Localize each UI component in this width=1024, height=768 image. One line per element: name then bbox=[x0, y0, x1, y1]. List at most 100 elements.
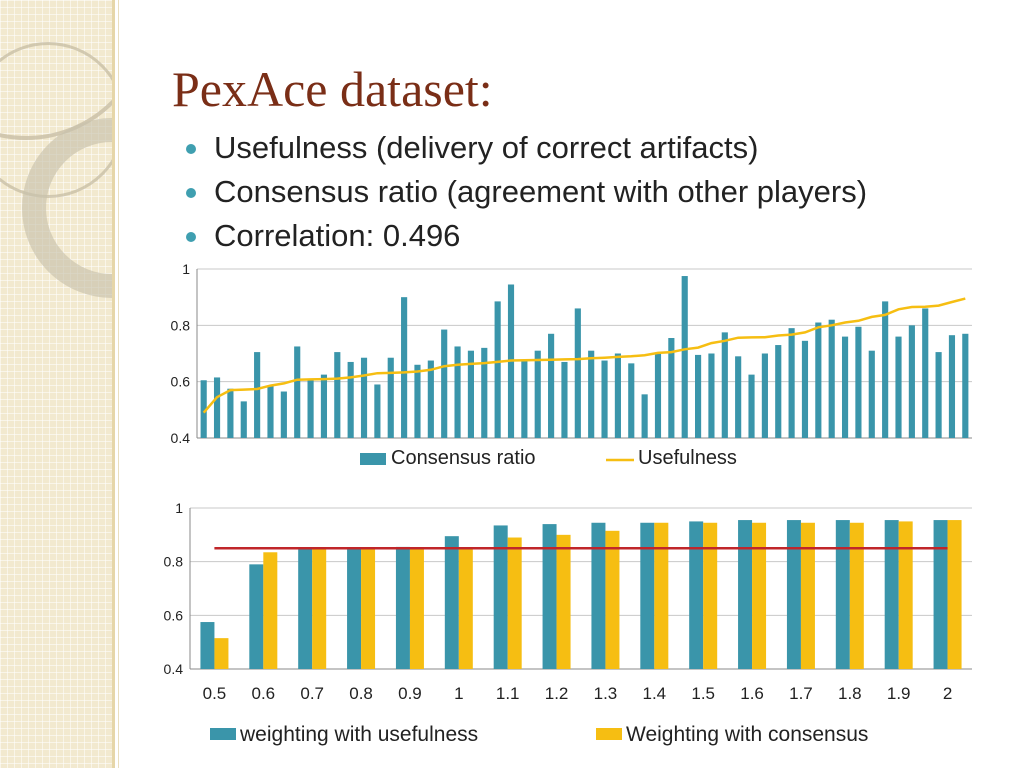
consensus-bar bbox=[267, 385, 274, 438]
bullet-dot-icon bbox=[186, 232, 196, 242]
consensus-bar bbox=[962, 333, 969, 438]
consensus-bar bbox=[254, 352, 261, 438]
consensus-bar bbox=[307, 380, 314, 438]
consensus-weight-bar bbox=[409, 548, 424, 669]
bullet-dot-icon bbox=[186, 144, 196, 154]
x-tick-label: 1 bbox=[454, 684, 463, 703]
bullet-list: Usefulness (delivery of correct artifact… bbox=[182, 128, 867, 260]
consensus-weight-bar bbox=[556, 534, 571, 669]
consensus-weight-bar bbox=[214, 638, 229, 669]
consensus-bar bbox=[841, 336, 849, 438]
consensus-bar bbox=[695, 354, 702, 438]
consensus-weight-bar bbox=[752, 522, 767, 669]
consensus-bar bbox=[588, 350, 595, 438]
consensus-usefulness-chart: 0.4 0.6 0.8 1 Consensus ratio Usefulness bbox=[171, 261, 972, 469]
x-tick-label: 0.5 bbox=[203, 684, 227, 703]
consensus-bar bbox=[374, 384, 381, 438]
consensus-bar bbox=[708, 353, 715, 438]
x-tick-label: 0.7 bbox=[300, 684, 324, 703]
consensus-bar bbox=[735, 356, 742, 438]
consensus-bar bbox=[801, 340, 809, 438]
consensus-bar bbox=[614, 353, 621, 438]
consensus-weight-bar bbox=[312, 548, 327, 669]
consensus-bar bbox=[761, 353, 768, 438]
y-tick-label: 0.6 bbox=[171, 374, 191, 390]
bullet-dot-icon bbox=[186, 188, 196, 198]
consensus-weight-bar bbox=[654, 522, 669, 669]
consensus-bar bbox=[935, 352, 942, 438]
y-tick-label: 0.6 bbox=[164, 607, 184, 623]
consensus-bar bbox=[908, 325, 915, 438]
consensus-bar bbox=[882, 301, 889, 438]
x-tick-label: 0.6 bbox=[251, 684, 275, 703]
usefulness-weight-bar bbox=[835, 520, 850, 669]
consensus-bar bbox=[534, 350, 541, 438]
consensus-bar bbox=[334, 352, 341, 438]
legend-label: Weighting with consensus bbox=[626, 723, 868, 746]
consensus-bar bbox=[427, 360, 434, 438]
slide-title: PexAce dataset: bbox=[172, 61, 493, 117]
x-tick-label: 0.9 bbox=[398, 684, 422, 703]
bullet-text: Usefulness (delivery of correct artifact… bbox=[214, 130, 759, 165]
legend-label: Usefulness bbox=[638, 447, 737, 469]
consensus-bar bbox=[828, 319, 835, 438]
usefulness-weight-bar bbox=[933, 520, 948, 669]
consensus-weight-bar bbox=[947, 520, 962, 669]
y-tick-label: 0.4 bbox=[171, 430, 191, 446]
legend-label: weighting with usefulness bbox=[239, 723, 478, 746]
x-tick-label: 1.8 bbox=[838, 684, 862, 703]
usefulness-weight-bar bbox=[786, 520, 801, 669]
consensus-bar bbox=[401, 297, 408, 438]
bullet-text: Correlation: 0.496 bbox=[214, 218, 461, 253]
consensus-bar bbox=[467, 350, 474, 438]
y-tick-label: 1 bbox=[175, 500, 183, 516]
consensus-bar bbox=[574, 308, 581, 438]
consensus-bar bbox=[815, 322, 822, 438]
consensus-weight-bar bbox=[800, 522, 815, 669]
sidebar-divider bbox=[112, 0, 115, 768]
consensus-bar bbox=[227, 388, 234, 438]
consensus-weight-bar bbox=[361, 548, 376, 669]
consensus-bar bbox=[895, 336, 902, 438]
consensus-bar bbox=[454, 346, 461, 438]
usefulness-weight-bar bbox=[591, 522, 606, 669]
y-tick-label: 0.8 bbox=[164, 554, 184, 570]
usefulness-weight-bar bbox=[689, 521, 704, 669]
usefulness-weight-bar bbox=[200, 622, 215, 669]
x-tick-label: 1.5 bbox=[691, 684, 715, 703]
consensus-bar bbox=[775, 345, 782, 438]
usefulness-weight-bar bbox=[493, 525, 508, 669]
bullet-item: Usefulness (delivery of correct artifact… bbox=[182, 128, 867, 172]
usefulness-weight-bar bbox=[347, 548, 362, 669]
x-tick-label: 2 bbox=[943, 684, 952, 703]
consensus-bar bbox=[654, 353, 662, 438]
consensus-bar bbox=[721, 332, 728, 438]
x-tick-label: 1.9 bbox=[887, 684, 911, 703]
usefulness-weight-bar bbox=[738, 520, 753, 669]
y-tick-label: 0.4 bbox=[164, 661, 184, 677]
legend-swatch bbox=[210, 728, 236, 740]
y-tick-label: 1 bbox=[182, 261, 190, 277]
consensus-bar bbox=[414, 364, 421, 438]
consensus-weight-bar bbox=[605, 530, 620, 669]
consensus-bar bbox=[240, 401, 247, 438]
consensus-weight-bar bbox=[263, 552, 278, 669]
usefulness-line bbox=[202, 297, 966, 414]
consensus-bar bbox=[320, 374, 328, 438]
usefulness-weight-bar bbox=[640, 522, 655, 669]
consensus-bar bbox=[681, 276, 688, 438]
consensus-bar bbox=[360, 357, 368, 438]
x-tick-label: 1.3 bbox=[594, 684, 618, 703]
bullet-item: Consensus ratio (agreement with other pl… bbox=[182, 172, 867, 216]
consensus-bar bbox=[922, 308, 929, 438]
consensus-bar bbox=[748, 374, 755, 438]
consensus-bar bbox=[788, 328, 795, 438]
consensus-bar bbox=[200, 380, 207, 438]
weighting-comparison-chart: 0.4 0.6 0.8 1 0.5 0.6 0.7 0.8 0.9 1 1.1 1.2 1.3 1.4 1.… bbox=[164, 500, 972, 746]
consensus-weight-bar bbox=[458, 548, 473, 669]
bullet-item: Correlation: 0.496 bbox=[182, 216, 867, 260]
consensus-weight-bar bbox=[849, 522, 864, 669]
consensus-weight-bar bbox=[703, 522, 718, 669]
consensus-bar bbox=[868, 350, 875, 438]
x-tick-label: 1.2 bbox=[545, 684, 569, 703]
